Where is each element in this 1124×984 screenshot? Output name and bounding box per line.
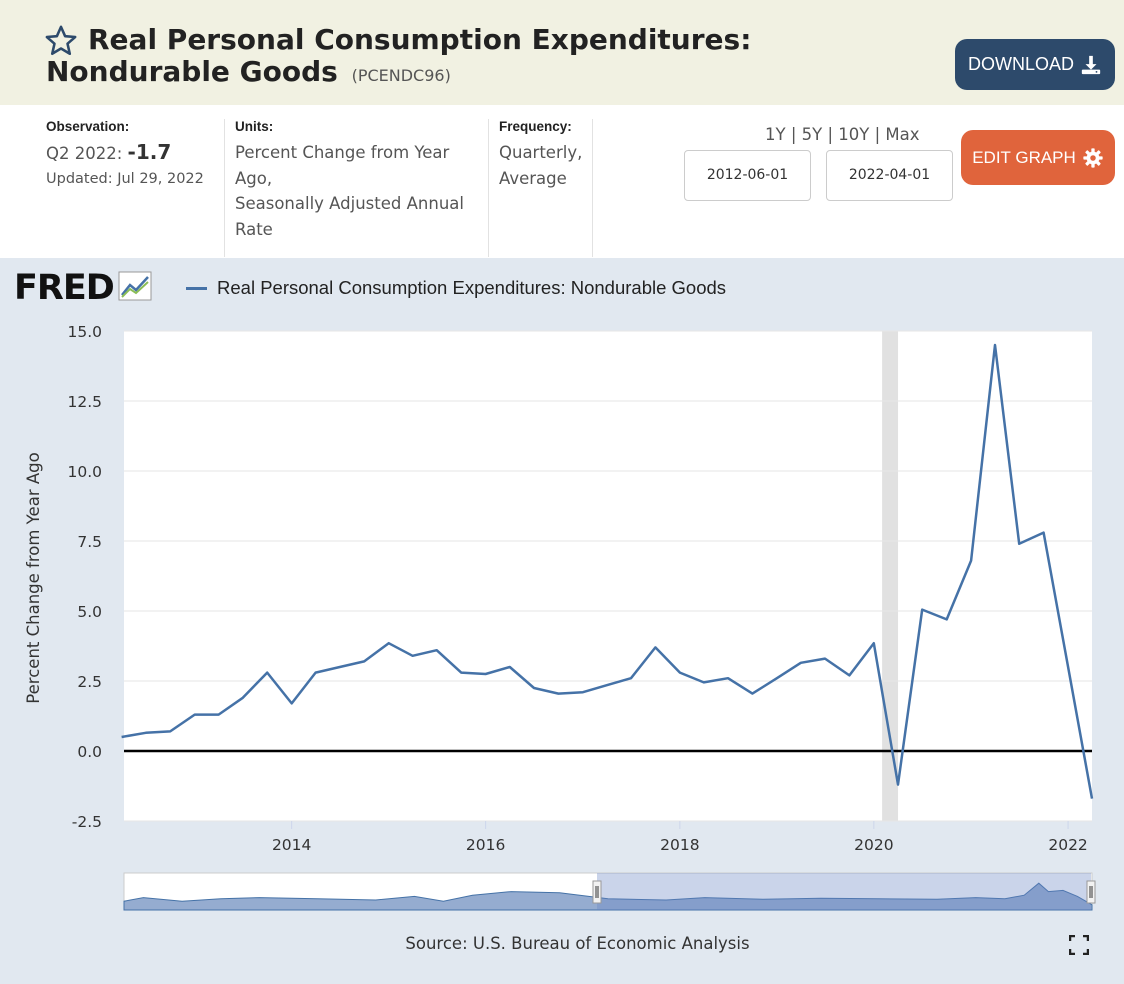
chart-legend: Real Personal Consumption Expenditures: … [186, 277, 726, 299]
range-max-link[interactable]: Max [885, 125, 920, 144]
page-title: Real Personal Consumption Expenditures: … [46, 24, 926, 92]
legend-label: Real Personal Consumption Expenditures: … [217, 277, 727, 298]
divider [592, 119, 593, 257]
page-header: Real Personal Consumption Expenditures: … [0, 0, 1124, 105]
end-date-input[interactable]: 2022-04-01 [826, 150, 953, 201]
gear-icon [1083, 147, 1103, 168]
observation-value: -1.7 [127, 140, 172, 164]
x-tick-label: 2018 [660, 836, 699, 854]
frequency-line: Average [499, 168, 567, 188]
observation-period: Q2 2022: [46, 144, 123, 163]
legend-swatch [186, 286, 207, 290]
units-label: Units: [235, 119, 274, 134]
frequency-line: Quarterly, [499, 143, 583, 162]
range-10y-link[interactable]: 10Y [838, 125, 870, 144]
units-line: Ago, [235, 168, 273, 188]
observation-label: Observation: [46, 119, 130, 134]
y-tick-label: 15.0 [67, 323, 102, 341]
series-metadata: Observation: Q2 2022: -1.7 Updated: Jul … [0, 105, 1124, 258]
navigator-handle[interactable] [1086, 880, 1096, 904]
fullscreen-icon[interactable] [1069, 935, 1089, 955]
y-axis-label: Percent Change from Year Ago [24, 452, 43, 703]
download-button[interactable]: DOWNLOAD [955, 39, 1115, 90]
fred-logo-graph-icon [118, 271, 152, 301]
units-block: Units: Percent Change from Year Ago, Sea… [224, 119, 464, 257]
fred-logo-text: FRED [14, 268, 115, 308]
navigator-series [123, 882, 1093, 911]
range-selector: 1Y | 5Y | 10Y | Max [765, 125, 920, 144]
navigator-handle-body [592, 880, 602, 904]
download-icon [1081, 55, 1101, 74]
navigator-handle[interactable] [592, 880, 602, 904]
y-tick-label: -2.5 [72, 813, 102, 831]
source-note: Source: U.S. Bureau of Economic Analysis [405, 934, 750, 953]
download-label: DOWNLOAD [967, 54, 1074, 74]
range-separator: | [874, 125, 881, 144]
fred-logo[interactable]: FRED [14, 268, 152, 308]
x-tick-label: 2014 [272, 836, 311, 854]
series-title: Real Personal Consumption Expenditures: … [46, 23, 752, 88]
units-line: Rate [235, 219, 273, 239]
line-chart: -2.5 0.0 2.5 5.0 7.5 10.0 12.5 15.0 2014 2016 2018… [24, 323, 1096, 911]
y-tick-label: 7.5 [77, 533, 102, 551]
frequency-block: Frequency: Quarterly, Average [488, 119, 582, 257]
x-tick-label: 2020 [854, 836, 893, 854]
x-tick-label: 2016 [466, 836, 505, 854]
start-date-input[interactable]: 2012-06-01 [684, 150, 811, 201]
units-line: Seasonally Adjusted Annual [235, 194, 464, 213]
edit-graph-label: EDIT GRAPH [972, 147, 1076, 167]
series-line [121, 343, 1094, 799]
star-outline-icon[interactable] [44, 24, 78, 58]
range-1y-link[interactable]: 1Y [765, 125, 786, 144]
observation-block: Observation: Q2 2022: -1.7 Updated: Jul … [46, 119, 204, 187]
y-tick-label: 0.0 [77, 743, 102, 761]
y-tick-label: 10.0 [67, 463, 102, 481]
x-tick-label: 2022 [1048, 836, 1087, 854]
series-id: (PCENDC96) [351, 66, 451, 85]
edit-graph-button[interactable]: EDIT GRAPH [961, 130, 1115, 185]
recession-shade [882, 331, 899, 821]
range-separator: | [827, 125, 834, 144]
plot-background [124, 331, 1092, 821]
updated-date: Updated: Jul 29, 2022 [46, 170, 204, 187]
observation-row: Q2 2022: -1.7 [46, 140, 204, 167]
y-tick-label: 2.5 [77, 673, 102, 691]
range-separator: | [790, 125, 797, 144]
y-tick-label: 5.0 [77, 603, 102, 621]
y-tick-label: 12.5 [67, 393, 102, 411]
units-line: Percent Change from Year [235, 143, 450, 162]
navigator-handle-body [1086, 880, 1096, 904]
range-5y-link[interactable]: 5Y [801, 125, 823, 144]
navigator-selection [597, 873, 1091, 910]
frequency-label: Frequency: [499, 119, 572, 134]
